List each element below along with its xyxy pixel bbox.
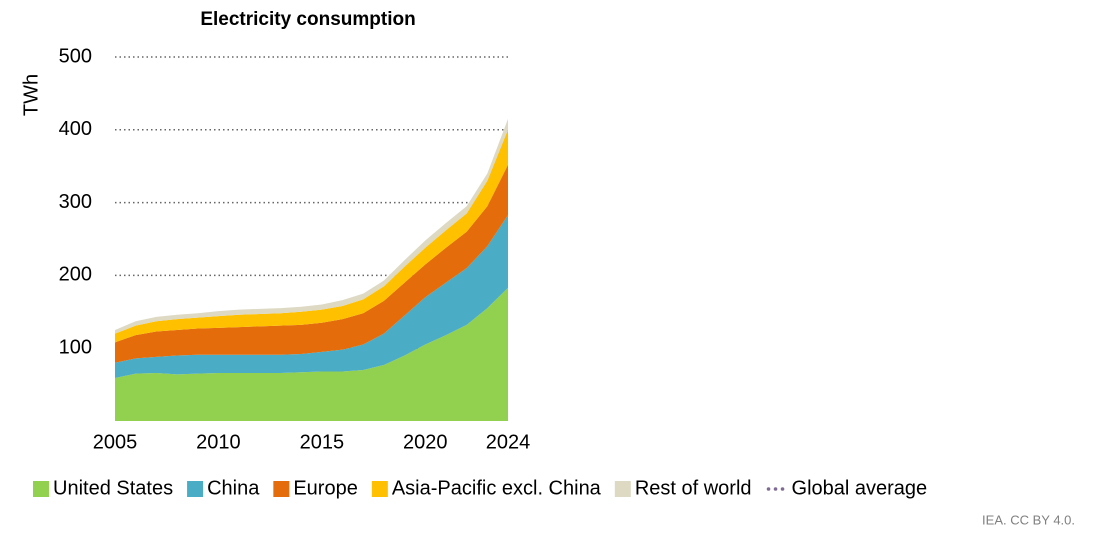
y-tick-label: 300 — [59, 191, 92, 213]
legend-swatch — [273, 481, 290, 497]
legend-label: Europe — [293, 477, 358, 499]
source: IEA. CC BY 4.0. — [982, 512, 1075, 527]
y-axis-label: TWh — [20, 74, 42, 116]
x-tick-label: 2020 — [403, 431, 448, 453]
y-tick-label: 200 — [59, 264, 92, 286]
legend-label: United States — [53, 477, 173, 499]
legend-swatch — [371, 481, 388, 497]
legend-swatch — [773, 487, 778, 491]
legend-label: Global average — [792, 477, 928, 499]
y-tick-label: 100 — [59, 336, 92, 358]
area — [115, 164, 508, 363]
legend-label: Asia-Pacific excl. China — [392, 477, 602, 499]
legend-swatch — [187, 481, 204, 497]
legend-swatch — [766, 487, 771, 491]
x-tick-label: 2010 — [196, 431, 241, 453]
y-tick-label: 400 — [59, 118, 92, 140]
legend-swatch — [33, 481, 49, 497]
legend-swatch — [780, 487, 785, 491]
y-tick-label: 500 — [59, 45, 92, 67]
chart-title: Electricity consumption — [200, 9, 415, 30]
x-tick-label: 2024 — [486, 431, 531, 453]
area — [115, 214, 508, 379]
legend-label: Rest of world — [635, 477, 752, 499]
legend-label: China — [207, 477, 260, 499]
legend-swatch — [614, 481, 631, 497]
x-tick-label: 2015 — [300, 431, 345, 453]
area — [115, 287, 508, 421]
x-tick-label: 2005 — [93, 431, 138, 453]
